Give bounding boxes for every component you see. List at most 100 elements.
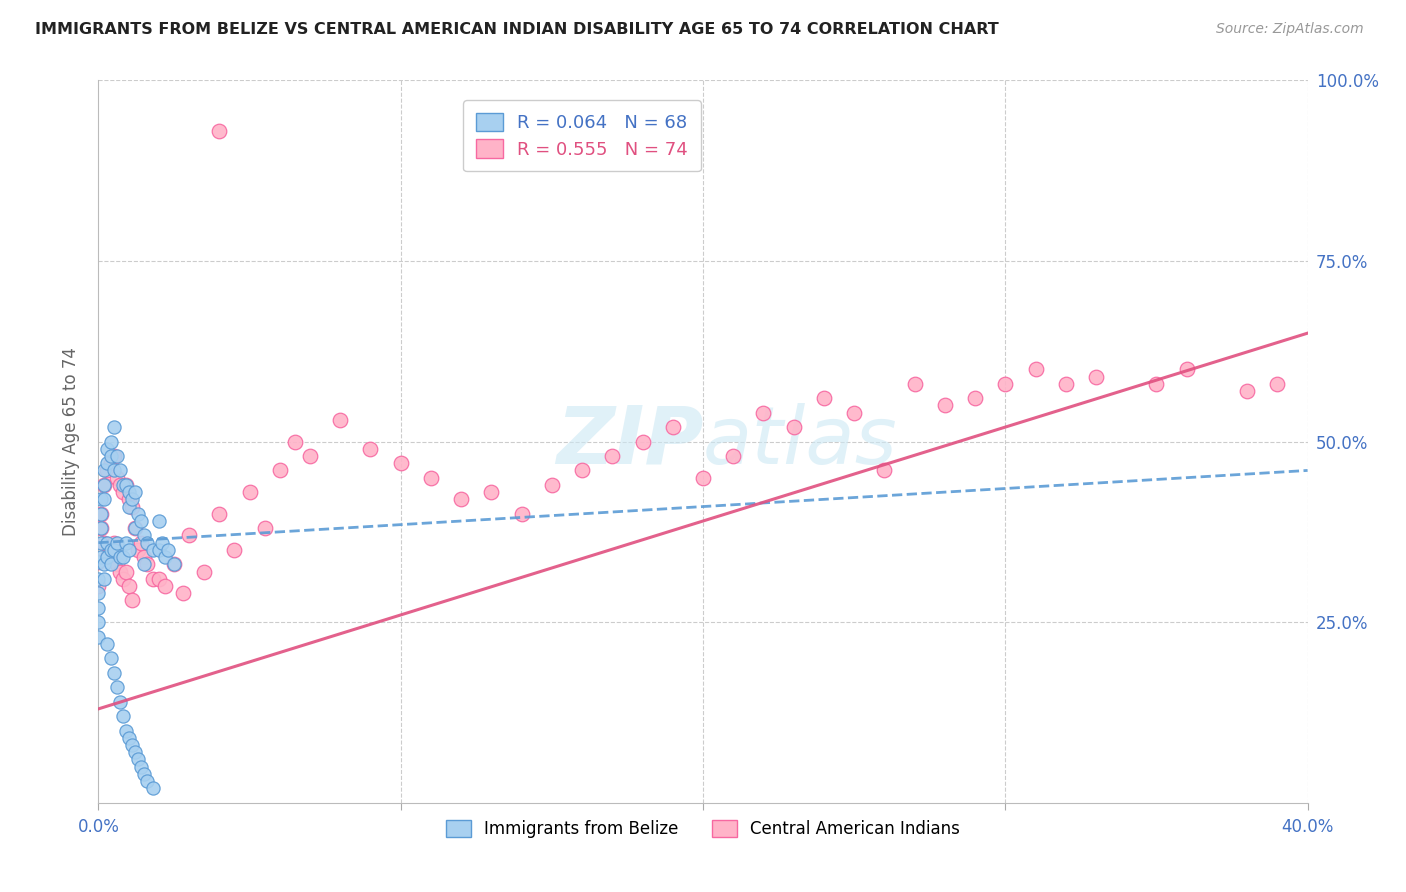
Point [602,449,624,463]
Point [1236,384,1258,398]
Point [873,463,896,477]
Point [150,535,173,549]
Point [172,586,194,600]
Point [100,542,122,557]
Point [481,485,503,500]
Point [96,637,118,651]
Point [114,565,136,579]
Point [118,731,141,745]
Point [269,463,291,477]
Point [420,470,443,484]
Point [121,593,143,607]
Point [135,774,157,789]
Point [103,542,125,557]
Point [129,514,152,528]
Point [93,492,115,507]
Point [111,572,134,586]
Point [114,478,136,492]
Point [389,456,412,470]
Point [253,521,276,535]
Point [87,579,110,593]
Point [723,449,745,463]
Point [813,391,835,405]
Point [93,558,115,572]
Point [148,572,170,586]
Point [90,550,112,565]
Point [93,478,115,492]
Point [135,558,157,572]
Point [87,555,110,569]
Point [114,535,136,549]
Text: atlas: atlas [703,402,898,481]
Point [100,542,122,557]
Point [103,420,125,434]
Point [90,492,112,507]
Point [124,485,146,500]
Point [450,492,472,507]
Point [783,420,806,434]
Point [111,550,134,565]
Point [124,745,146,759]
Point [108,478,131,492]
Point [142,781,165,796]
Y-axis label: Disability Age 65 to 74: Disability Age 65 to 74 [62,347,80,536]
Point [103,449,125,463]
Point [121,500,143,514]
Point [752,406,775,420]
Point [114,478,136,492]
Text: Source: ZipAtlas.com: Source: ZipAtlas.com [1216,22,1364,37]
Point [90,521,112,535]
Point [124,521,146,535]
Point [87,630,110,644]
Point [135,535,157,549]
Point [93,535,115,549]
Point [360,442,382,456]
Point [118,579,141,593]
Point [631,434,654,449]
Point [934,398,956,412]
Point [100,651,122,665]
Point [1085,369,1108,384]
Point [108,695,131,709]
Point [103,463,125,477]
Point [224,542,246,557]
Point [142,542,165,557]
Point [105,558,128,572]
Point [127,752,149,766]
Point [118,542,141,557]
Point [108,565,131,579]
Point [93,478,115,492]
Point [105,535,128,549]
Point [153,579,176,593]
Point [96,550,118,565]
Point [103,535,125,549]
Point [100,449,122,463]
Point [90,535,112,549]
Legend: Immigrants from Belize, Central American Indians: Immigrants from Belize, Central American… [439,814,967,845]
Point [148,542,170,557]
Point [90,507,112,521]
Point [118,485,141,500]
Point [1054,376,1077,391]
Point [163,558,186,572]
Point [994,376,1017,391]
Point [118,500,141,514]
Point [124,521,146,535]
Point [156,542,179,557]
Point [121,738,143,752]
Point [1024,362,1046,376]
Point [90,507,112,521]
Point [111,709,134,723]
Point [108,463,131,477]
Point [127,507,149,521]
Point [127,542,149,557]
Point [132,550,155,565]
Point [105,449,128,463]
Point [129,535,152,549]
Point [193,565,215,579]
Point [510,507,533,521]
Point [142,572,165,586]
Point [103,665,125,680]
Point [163,558,186,572]
Point [93,572,115,586]
